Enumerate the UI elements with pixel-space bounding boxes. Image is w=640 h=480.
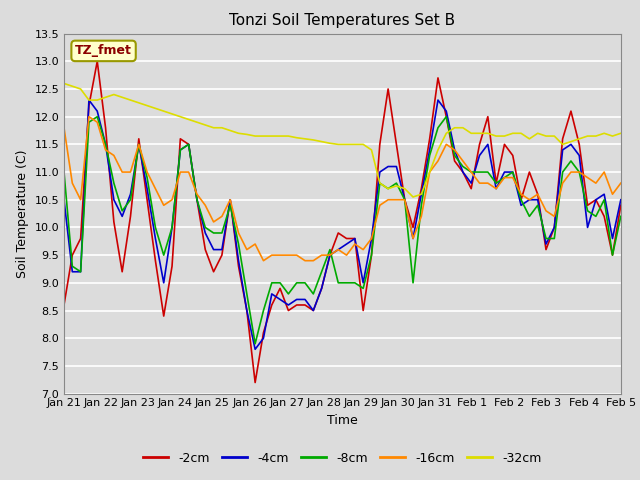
-4cm [617, 197, 625, 203]
-8cm [476, 169, 483, 175]
-2cm [252, 380, 259, 385]
-2cm [60, 302, 68, 308]
Y-axis label: Soil Temperature (C): Soil Temperature (C) [16, 149, 29, 278]
-2cm [617, 203, 625, 208]
-16cm [85, 114, 93, 120]
-2cm [93, 59, 101, 64]
-4cm [517, 203, 525, 208]
-16cm [517, 192, 525, 197]
-32cm [384, 186, 392, 192]
-32cm [185, 117, 193, 122]
-16cm [60, 125, 68, 131]
-16cm [567, 169, 575, 175]
X-axis label: Time: Time [327, 414, 358, 427]
-16cm [575, 169, 583, 175]
-2cm [517, 197, 525, 203]
-2cm [476, 142, 483, 147]
-16cm [476, 180, 483, 186]
-4cm [451, 147, 458, 153]
-4cm [252, 347, 259, 352]
Title: Tonzi Soil Temperatures Set B: Tonzi Soil Temperatures Set B [229, 13, 456, 28]
-4cm [85, 97, 93, 103]
Line: -4cm: -4cm [64, 100, 621, 349]
-8cm [252, 341, 259, 347]
-8cm [567, 158, 575, 164]
-32cm [193, 120, 201, 125]
-32cm [409, 194, 417, 200]
-16cm [617, 180, 625, 186]
Line: -8cm: -8cm [64, 117, 621, 344]
-2cm [451, 158, 458, 164]
-16cm [451, 147, 458, 153]
-8cm [60, 169, 68, 175]
-8cm [584, 208, 591, 214]
-32cm [376, 180, 383, 186]
-8cm [575, 169, 583, 175]
-8cm [451, 153, 458, 158]
Text: TZ_fmet: TZ_fmet [75, 44, 132, 58]
-8cm [517, 197, 525, 203]
-8cm [93, 114, 101, 120]
-32cm [60, 81, 68, 86]
-2cm [584, 203, 591, 208]
-2cm [575, 142, 583, 147]
Line: -16cm: -16cm [64, 117, 621, 261]
Line: -32cm: -32cm [64, 84, 621, 197]
-16cm [584, 175, 591, 180]
-4cm [575, 153, 583, 158]
Legend: -2cm, -4cm, -8cm, -16cm, -32cm: -2cm, -4cm, -8cm, -16cm, -32cm [138, 447, 547, 469]
-16cm [260, 258, 268, 264]
-8cm [617, 214, 625, 219]
-32cm [567, 139, 575, 144]
-32cm [293, 135, 301, 141]
-4cm [584, 225, 591, 230]
-32cm [617, 131, 625, 136]
-4cm [476, 153, 483, 158]
-4cm [567, 142, 575, 147]
-4cm [60, 197, 68, 203]
-2cm [567, 108, 575, 114]
Line: -2cm: -2cm [64, 61, 621, 383]
